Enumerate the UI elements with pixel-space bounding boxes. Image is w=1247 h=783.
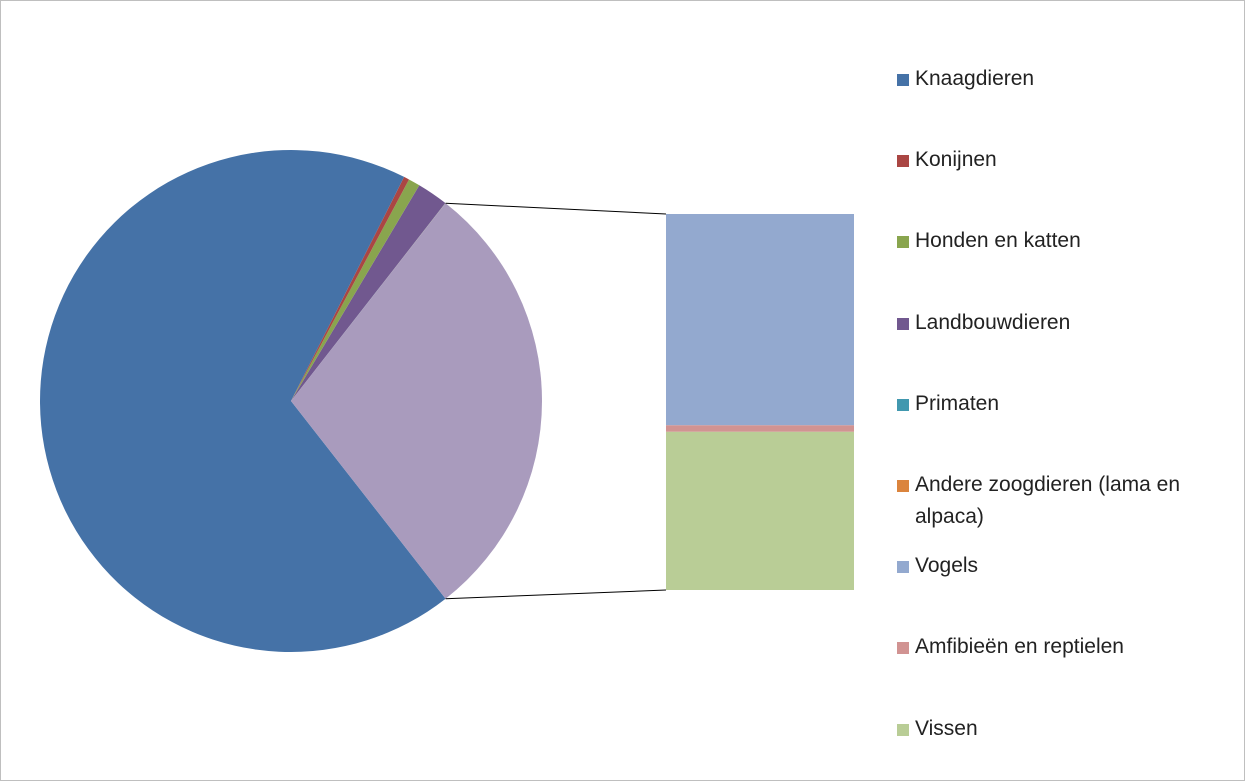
legend-item-amfibieen-en-reptielen: Amfibieën en reptielen [897, 631, 1237, 663]
legend-swatch [897, 398, 909, 411]
secondary-bar [666, 214, 854, 590]
legend-item-vogels: Vogels [897, 550, 1237, 582]
legend-label: Andere zoogdieren (lama en alpaca) [915, 473, 1181, 528]
legend-swatch [897, 642, 909, 655]
legend-swatch [897, 155, 909, 168]
legend-label: Amfibieën en reptielen [915, 635, 1124, 659]
legend-label: Konijnen [915, 148, 997, 172]
legend-swatch [897, 561, 909, 574]
pie-slice-honden-en-katten [291, 179, 420, 401]
legend-label: Vissen [915, 716, 978, 740]
legend-swatch [897, 236, 909, 249]
legend-label: Vogels [915, 554, 979, 578]
pie-slice-primaten [291, 203, 446, 401]
legend-item-konijnen: Konijnen [897, 144, 1237, 176]
legend-label: Landbouwdieren [915, 310, 1071, 334]
connector-line-top [445, 202, 667, 215]
legend-item-landbouwdieren: Landbouwdieren [897, 307, 1237, 339]
legend-swatch [897, 317, 909, 330]
legend-item-vissen: Vissen [897, 713, 1237, 745]
legend-label: Honden en katten [915, 229, 1081, 253]
legend-item-primaten: Primaten [897, 388, 1237, 420]
connector-lines [445, 202, 667, 600]
bar-segment-vissen [666, 431, 854, 590]
legend-item-andere-zoogdieren-lama-en-alpaca: Andere zoogdieren (lama en alpaca) [897, 469, 1237, 533]
bar-segment-vogels [666, 214, 854, 426]
bar-segment-amfibieen-en-reptielen [666, 425, 854, 432]
pie-slice-knaagdieren [40, 150, 446, 653]
legend-swatch [897, 480, 909, 492]
legend-label: Knaagdieren [915, 67, 1035, 90]
pie-slice-konijnen [291, 176, 410, 401]
legend-swatch [897, 74, 909, 86]
pie-slice-other [291, 203, 543, 599]
pie-slice-landbouwdieren [291, 185, 446, 401]
legend-item-honden-en-katten: Honden en katten [897, 225, 1237, 257]
legend-swatch [897, 723, 909, 736]
pie-slice-andere-zoogdieren-lama-en-alpaca [291, 203, 446, 401]
pie-group [40, 150, 543, 653]
legend-label: Primaten [915, 391, 1000, 415]
legend-item-knaagdieren: Knaagdieren [897, 63, 1237, 95]
connector-line-bottom [445, 589, 667, 600]
